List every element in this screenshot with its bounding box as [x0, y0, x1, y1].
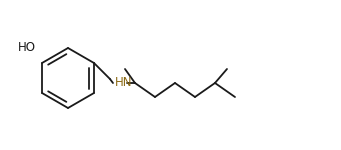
Text: HN: HN	[115, 76, 133, 90]
Text: HO: HO	[18, 41, 36, 54]
